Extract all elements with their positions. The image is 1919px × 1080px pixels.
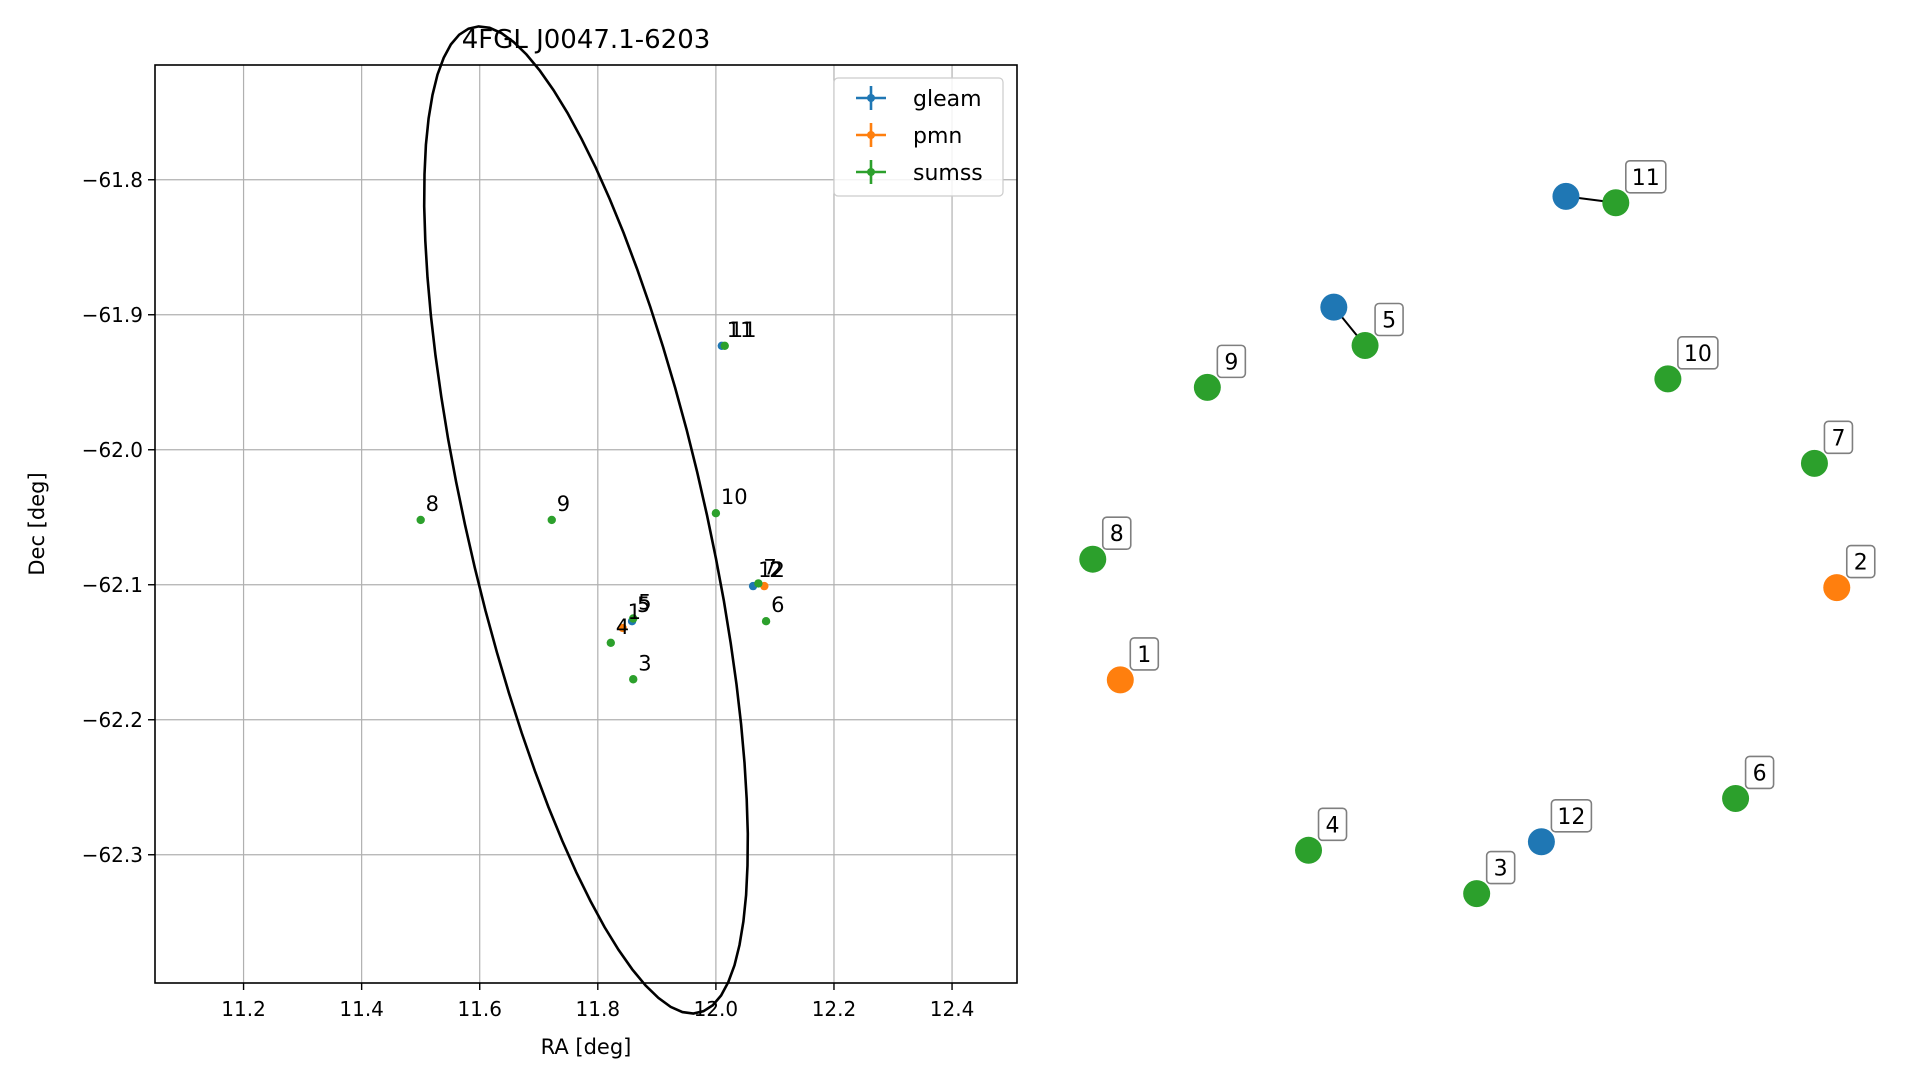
- node-label: 4: [1326, 813, 1340, 838]
- point-label: 5: [637, 593, 650, 617]
- point-label: 6: [771, 593, 784, 617]
- legend-box: [833, 77, 1004, 197]
- sumss-point: [754, 579, 763, 588]
- node-label-box: [1550, 798, 1593, 833]
- x-tick-label: 12.2: [812, 997, 857, 1021]
- legend-marker-dot: [867, 131, 875, 139]
- chart-title: 4FGL J0047.1-6203: [462, 25, 711, 55]
- gleam-node: [1527, 828, 1555, 856]
- point-label: 9: [557, 492, 570, 516]
- sumss-point: [629, 614, 638, 623]
- x-tick-label: 11.4: [339, 997, 384, 1021]
- node-label: 8: [1110, 522, 1124, 547]
- point-label: 4: [616, 615, 629, 639]
- sumss-node: [1079, 545, 1107, 573]
- x-tick-label: 12.0: [694, 997, 739, 1021]
- legend-entry: gleam: [913, 87, 982, 112]
- gleam-node: [1320, 293, 1348, 321]
- sumss-point: [416, 515, 425, 525]
- error-ellipse: [422, 25, 750, 1015]
- point-label: 2: [769, 558, 782, 582]
- point-label: 7: [763, 555, 776, 579]
- node-label: 10: [1684, 342, 1712, 367]
- node-label-box: [1744, 755, 1775, 790]
- y-tick-label: −61.9: [82, 303, 143, 327]
- x-axis-label: RA [deg]: [541, 1035, 632, 1059]
- node-label: 7: [1831, 426, 1845, 451]
- node-label-box: [1485, 850, 1516, 885]
- node-label-box: [1129, 637, 1160, 671]
- node-label: 11: [1632, 166, 1660, 191]
- legend-marker-dot: [867, 168, 875, 176]
- point-label: 11: [730, 318, 757, 342]
- sumss-node: [1602, 189, 1630, 217]
- sumss-node: [1800, 449, 1828, 477]
- sumss-node: [1351, 331, 1379, 359]
- sumss-point: [711, 509, 721, 518]
- plot-frame: [154, 64, 1018, 984]
- pmn-point: [618, 623, 627, 633]
- axis-ticks: 11.2 11.4 11.6 11.8 12.0 12.2 12.4 −61.8 −61.9 −6…: [82, 168, 975, 1021]
- plot-area: [155, 65, 1017, 983]
- legend-entry: pmn: [913, 124, 962, 149]
- node-label: 2: [1854, 551, 1868, 576]
- y-tick-label: −61.8: [82, 168, 143, 192]
- node-label: 1: [1137, 643, 1151, 668]
- point-label: 5: [638, 591, 651, 615]
- point-label: 8: [426, 492, 439, 516]
- node-label-box: [1216, 344, 1247, 379]
- y-tick-label: −62.1: [82, 573, 143, 597]
- legend-entry: sumss: [913, 161, 983, 186]
- x-tick-label: 11.6: [457, 997, 502, 1021]
- y-tick-label: −62.2: [82, 708, 143, 732]
- y-axis-label: Dec [deg]: [25, 472, 49, 575]
- sumss-node: [1463, 880, 1491, 908]
- legend-marker-dot: [867, 94, 875, 102]
- legend: gleam pmn sumss: [833, 77, 1004, 197]
- point-label: 3: [638, 651, 651, 675]
- node-label-box: [1845, 544, 1876, 579]
- point-label: 1: [628, 600, 641, 624]
- point-label: 11: [727, 318, 754, 342]
- node-label-box: [1101, 516, 1132, 551]
- y-tick-label: −62.3: [82, 843, 143, 867]
- sumss-node: [1193, 373, 1221, 401]
- x-tick-label: 12.4: [930, 997, 975, 1021]
- sumss-node: [1295, 836, 1323, 864]
- point-label: 10: [721, 485, 748, 509]
- data-points: [416, 341, 771, 684]
- node-label: 6: [1753, 761, 1767, 786]
- sumss-node: [1654, 365, 1682, 393]
- sumss-point: [606, 638, 615, 647]
- node-label-box: [1677, 336, 1719, 370]
- node-label: 9: [1224, 350, 1238, 375]
- sumss-point: [720, 341, 729, 350]
- node-label-box: [1823, 420, 1854, 455]
- sumss-node: [1722, 784, 1750, 812]
- node-label: 3: [1494, 857, 1508, 882]
- y-tick-label: −62.0: [82, 438, 143, 462]
- pmn-node: [1823, 574, 1851, 602]
- node-label-box: [1625, 159, 1667, 194]
- node-label-box: [1317, 807, 1348, 842]
- node-label: 12: [1557, 805, 1585, 830]
- grid: [155, 65, 1017, 983]
- x-tick-label: 11.2: [221, 997, 266, 1021]
- sumss-point: [547, 515, 556, 525]
- sumss-point: [629, 675, 638, 684]
- node-label: 5: [1382, 308, 1396, 333]
- sumss-point: [761, 617, 771, 626]
- pmn-node: [1106, 666, 1134, 694]
- point-label: 12: [758, 558, 785, 582]
- gleam-node: [1552, 182, 1580, 210]
- x-tick-label: 11.8: [576, 997, 621, 1021]
- ellipse-path: [422, 25, 750, 1015]
- node-label-box: [1374, 302, 1404, 337]
